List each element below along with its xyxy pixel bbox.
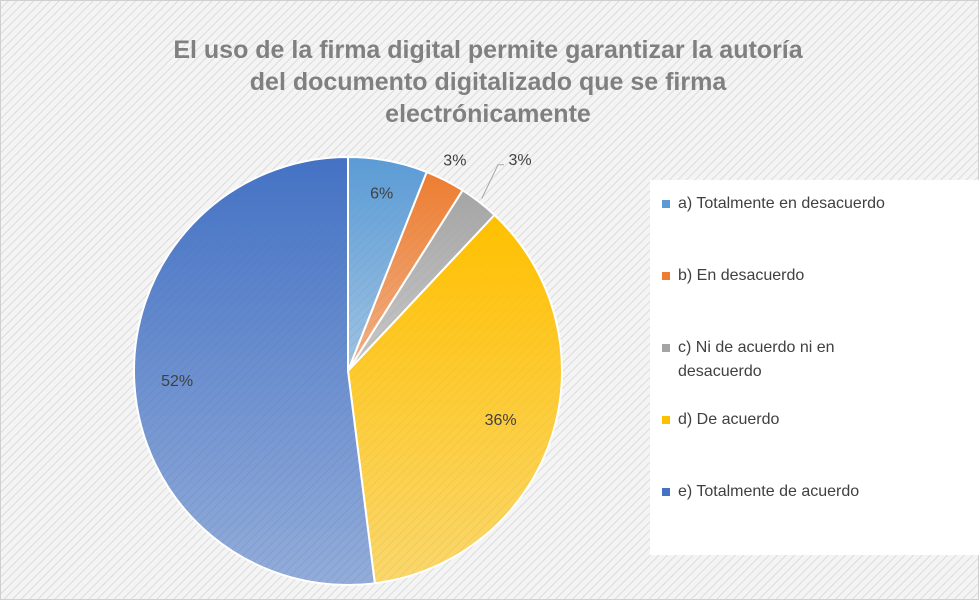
data-label: 6%: [370, 186, 393, 203]
chart-title: del documento digitalizado que se firma: [250, 68, 728, 96]
legend-label: a) Totalmente en desacuerdo: [678, 195, 885, 212]
legend-item: e) Totalmente de acuerdo: [662, 480, 912, 552]
data-label: 36%: [485, 412, 517, 429]
legend-swatch: [662, 488, 670, 496]
data-label: 3%: [508, 152, 531, 169]
legend-label: b) En desacuerdo: [678, 267, 805, 284]
legend-swatch: [662, 200, 670, 208]
legend-label: d) De acuerdo: [678, 411, 780, 428]
legend-item: d) De acuerdo: [662, 408, 912, 480]
legend-label: e) Totalmente de acuerdo: [678, 483, 860, 500]
data-label: 52%: [161, 373, 193, 390]
data-label: 3%: [443, 152, 466, 169]
chart-title: electrónicamente: [385, 100, 591, 128]
leader-line: [481, 164, 505, 199]
pie-slice: [346, 213, 563, 585]
legend-swatch: [662, 272, 670, 280]
legend-item: a) Totalmente en desacuerdo: [662, 192, 912, 264]
chart-title: El uso de la firma digital permite garan…: [173, 36, 803, 64]
legend-swatch: [662, 344, 670, 352]
legend-item: b) En desacuerdo: [662, 264, 912, 336]
legend-item: c) Ni de acuerdo ni en desacuerdo: [662, 336, 912, 408]
pie-slice: [133, 155, 376, 586]
legend-swatch: [662, 416, 670, 424]
legend-label: c) Ni de acuerdo ni en desacuerdo: [678, 339, 835, 380]
legend: a) Totalmente en desacuerdo b) En desacue…: [650, 180, 979, 555]
